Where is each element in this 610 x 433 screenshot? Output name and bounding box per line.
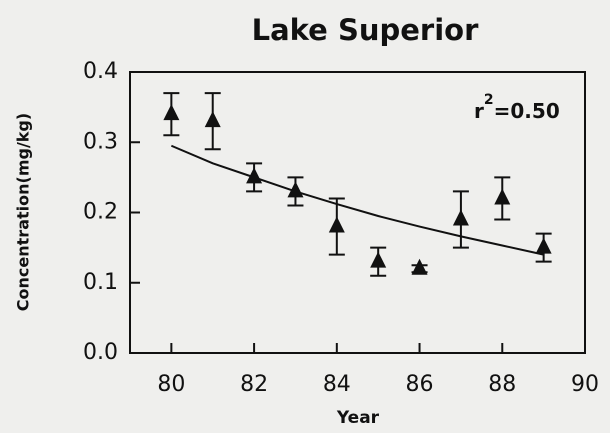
marker [370,251,387,268]
y-tick-label: 0.1 [83,270,118,295]
x-axis-label: Year [336,408,380,428]
chart-title: Lake Superior [252,13,479,47]
annotation-superscript: 2 [484,92,494,108]
marker [163,104,180,121]
marker [204,111,221,128]
y-tick-label: 0.4 [83,59,118,84]
y-tick-label: 0.0 [83,340,118,365]
marker [535,237,552,254]
annotation-base: r [474,99,484,123]
x-tick-label: 86 [406,372,434,397]
y-tick-label: 0.2 [83,200,118,225]
x-tick-label: 80 [157,372,185,397]
marker [452,209,469,226]
marker [287,181,304,198]
marker [411,258,428,275]
x-tick-label: 88 [488,372,516,397]
annotation-text: =0.50 [494,99,560,123]
annotation: r2=0.50 [474,92,560,123]
y-tick-label: 0.3 [83,129,118,154]
x-tick-label: 82 [240,372,268,397]
marker [246,167,263,184]
fit-line [170,144,544,256]
x-tick-label: 84 [323,372,351,397]
y-axis-label: Concentration(mg/kg) [14,113,33,311]
marker [494,188,511,205]
x-tick-label: 90 [571,372,599,397]
marker [328,216,345,233]
